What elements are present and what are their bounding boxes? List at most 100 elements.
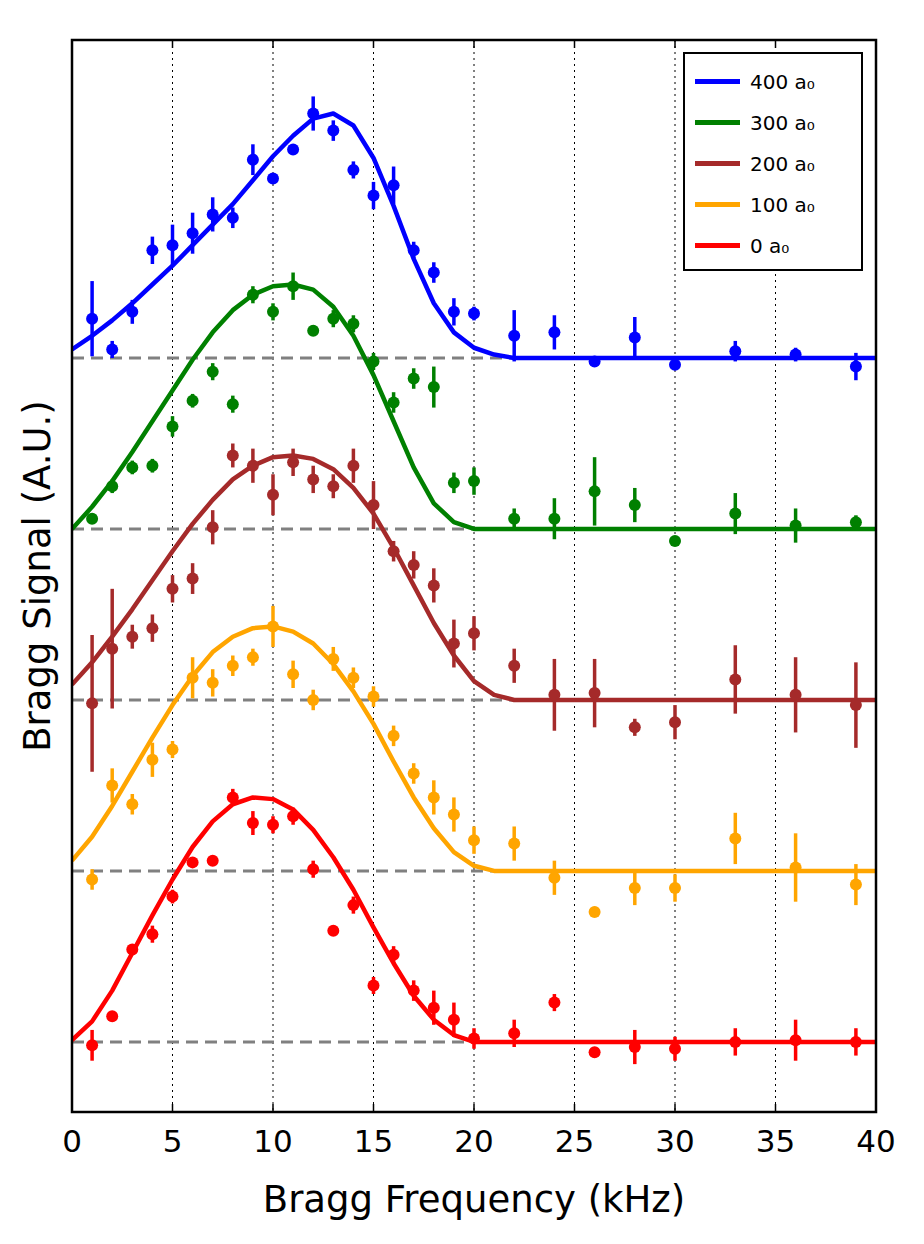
marker bbox=[146, 928, 158, 940]
marker bbox=[448, 638, 460, 650]
marker bbox=[106, 480, 118, 492]
data-point bbox=[850, 864, 862, 905]
marker bbox=[548, 689, 560, 701]
grid-line bbox=[273, 40, 274, 1112]
data-point bbox=[86, 1030, 98, 1061]
marker bbox=[167, 420, 179, 432]
marker bbox=[790, 520, 802, 532]
marker bbox=[347, 460, 359, 472]
marker bbox=[146, 244, 158, 256]
marker bbox=[187, 856, 199, 868]
data-point bbox=[669, 1037, 681, 1061]
data-point bbox=[287, 273, 299, 300]
marker bbox=[790, 862, 802, 874]
data-point bbox=[247, 649, 259, 666]
marker bbox=[207, 677, 219, 689]
data-point bbox=[247, 811, 259, 835]
data-point bbox=[729, 341, 741, 362]
marker bbox=[307, 325, 319, 337]
marker bbox=[247, 817, 259, 829]
marker bbox=[589, 1046, 601, 1058]
data-point bbox=[327, 120, 339, 141]
x-axis-label: Bragg Frequency (kHz) bbox=[263, 1178, 685, 1221]
data-point bbox=[307, 466, 319, 493]
data-point bbox=[428, 568, 440, 602]
data-point bbox=[126, 944, 138, 956]
marker bbox=[408, 985, 420, 997]
marker bbox=[307, 473, 319, 485]
data-point bbox=[508, 508, 520, 529]
marker bbox=[448, 477, 460, 489]
data-point bbox=[548, 994, 560, 1011]
marker bbox=[227, 660, 239, 672]
marker bbox=[146, 460, 158, 472]
marker bbox=[508, 660, 520, 672]
marker bbox=[187, 395, 199, 407]
marker bbox=[629, 1041, 641, 1053]
data-point bbox=[327, 474, 339, 498]
marker bbox=[227, 212, 239, 224]
marker bbox=[327, 925, 339, 937]
marker bbox=[126, 798, 138, 810]
marker bbox=[589, 906, 601, 918]
data-point bbox=[850, 1028, 862, 1055]
marker bbox=[327, 480, 339, 492]
marker bbox=[850, 699, 862, 711]
tick-label: 10 bbox=[253, 1123, 292, 1159]
data-point bbox=[790, 1020, 802, 1061]
marker bbox=[428, 579, 440, 591]
data-point bbox=[146, 926, 158, 943]
marker bbox=[729, 345, 741, 357]
marker bbox=[368, 190, 380, 202]
marker bbox=[388, 179, 400, 191]
y-axis-label: Bragg Signal (A.U.) bbox=[16, 400, 59, 752]
data-point bbox=[408, 368, 420, 389]
marker bbox=[850, 1036, 862, 1048]
marker bbox=[388, 949, 400, 961]
data-point bbox=[207, 197, 219, 231]
data-point bbox=[368, 353, 380, 370]
marker bbox=[669, 716, 681, 728]
legend-swatch bbox=[695, 161, 740, 166]
data-point bbox=[548, 315, 560, 349]
legend-swatch bbox=[695, 243, 740, 248]
data-point bbox=[126, 625, 138, 649]
data-point bbox=[347, 897, 359, 914]
marker bbox=[589, 485, 601, 497]
marker bbox=[669, 882, 681, 894]
marker bbox=[287, 668, 299, 680]
marker bbox=[86, 873, 98, 885]
data-point bbox=[86, 869, 98, 890]
marker bbox=[508, 1027, 520, 1039]
marker bbox=[548, 513, 560, 525]
data-point bbox=[548, 861, 560, 895]
data-point bbox=[508, 826, 520, 860]
marker bbox=[548, 326, 560, 338]
grid-line bbox=[675, 40, 676, 1112]
marker bbox=[428, 791, 440, 803]
marker bbox=[347, 672, 359, 684]
data-point bbox=[187, 856, 199, 868]
data-point bbox=[347, 667, 359, 688]
marker bbox=[106, 1010, 118, 1022]
marker bbox=[247, 289, 259, 301]
data-point bbox=[227, 396, 239, 413]
marker bbox=[167, 744, 179, 756]
tick-label: 25 bbox=[555, 1123, 594, 1159]
data-point bbox=[267, 474, 279, 515]
data-point bbox=[589, 1046, 601, 1058]
data-point bbox=[86, 281, 98, 356]
data-point bbox=[669, 359, 681, 371]
marker bbox=[408, 373, 420, 385]
marker bbox=[146, 754, 158, 766]
data-point bbox=[167, 741, 179, 758]
grid-line bbox=[172, 40, 173, 1112]
data-point bbox=[247, 144, 259, 175]
legend: 400 a₀300 a₀200 a₀100 a₀0 a₀ bbox=[684, 53, 862, 270]
data-point bbox=[368, 182, 380, 209]
marker bbox=[106, 343, 118, 355]
data-point bbox=[669, 874, 681, 901]
legend-box bbox=[684, 53, 862, 270]
tick-label: 5 bbox=[163, 1123, 183, 1159]
data-point bbox=[388, 946, 400, 963]
